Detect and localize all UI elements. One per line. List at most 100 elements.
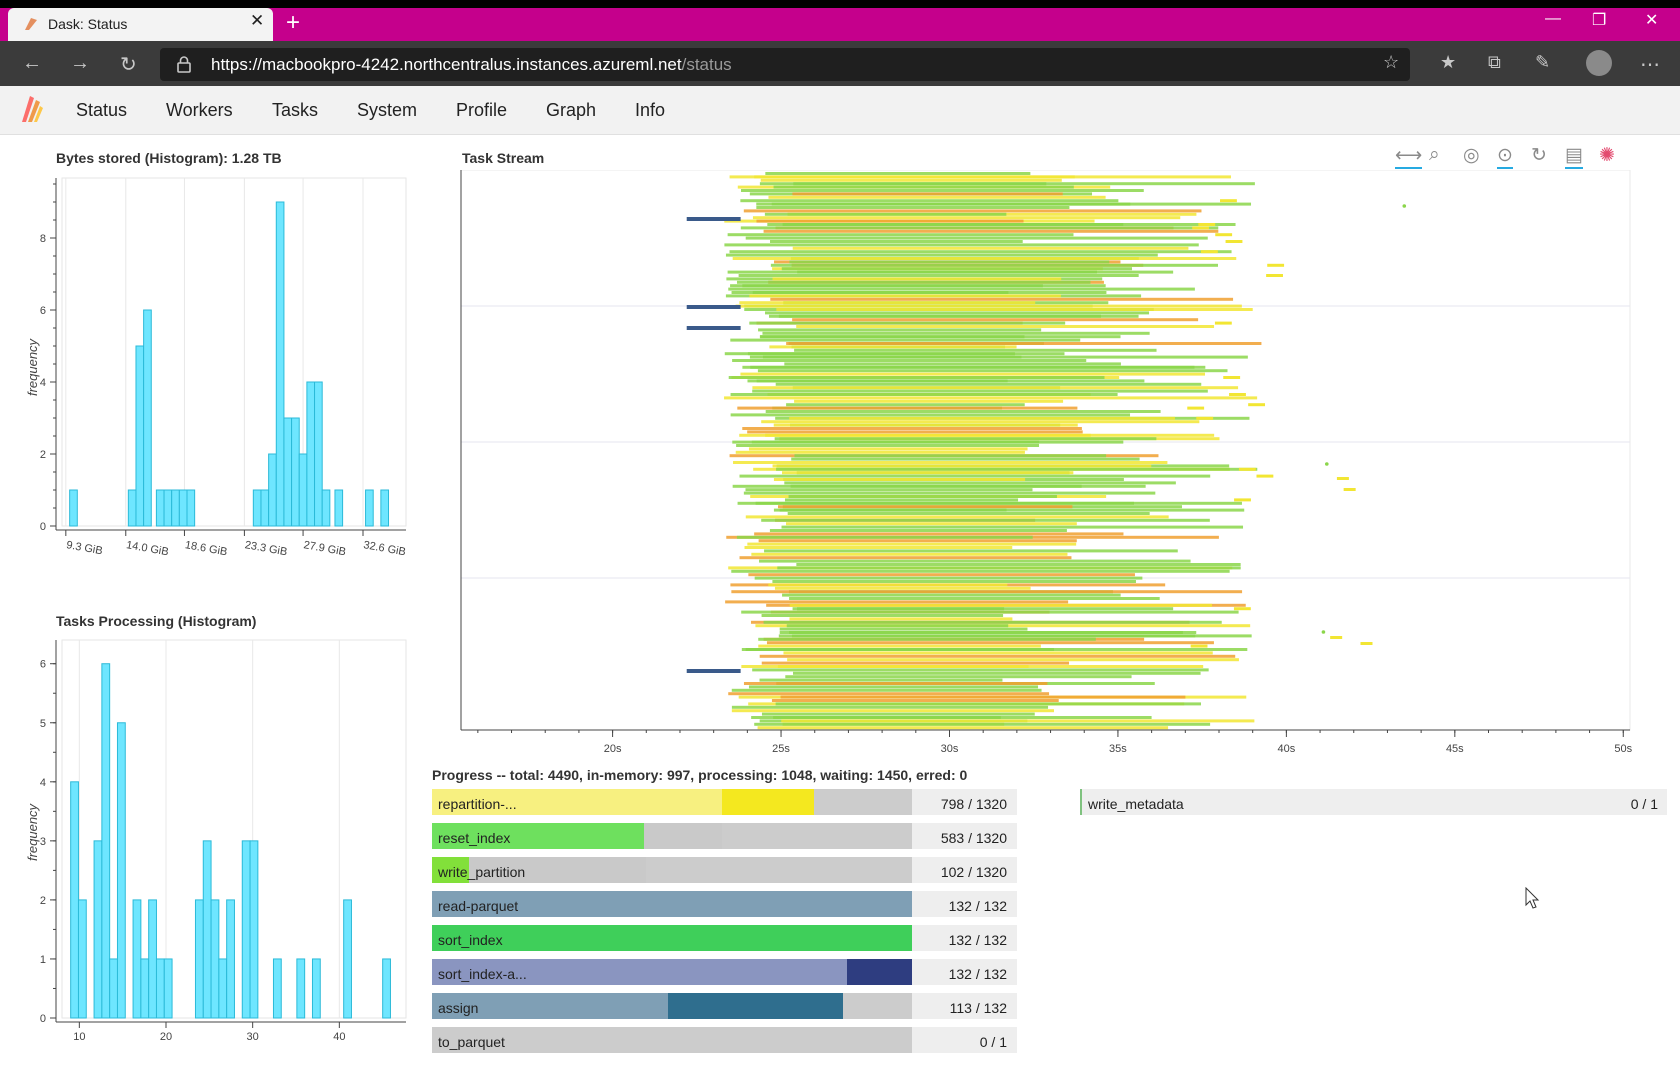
histogram-bar [241, 840, 251, 1019]
url-path: /status [681, 55, 732, 74]
task-bar [1267, 263, 1285, 267]
forward-icon[interactable]: → [70, 52, 90, 74]
task-bar [782, 223, 1236, 226]
url-field[interactable] [160, 48, 1410, 81]
progress-waiting-bar [721, 823, 912, 849]
task-bar [759, 335, 1121, 339]
task-bar [792, 192, 1063, 196]
nav-info[interactable]: Info [635, 100, 666, 120]
progress-count: 102 / 1320 [940, 864, 1007, 880]
browser-tab[interactable] [8, 8, 273, 41]
histogram-bar [163, 958, 173, 1019]
progress-row: write_partition 102 / 1320 [432, 857, 1017, 883]
histogram-bar [77, 899, 87, 1019]
task-bar [792, 318, 1199, 322]
close-window-button[interactable]: ✕ [1645, 12, 1659, 29]
histogram-bar [311, 958, 321, 1019]
task-bar [769, 529, 1067, 532]
task-bar [737, 501, 1134, 505]
progress-row: reset_index 583 / 1320 [432, 823, 1017, 849]
task-bar [791, 457, 1140, 461]
task-dot [1325, 462, 1329, 466]
lock-icon[interactable] [176, 55, 192, 73]
task-bar [1234, 498, 1251, 502]
task-bar [730, 413, 1131, 417]
nav-tasks[interactable]: Tasks [272, 100, 319, 120]
task-bar [789, 597, 1160, 600]
nav-system[interactable]: System [357, 100, 418, 120]
more-menu-icon[interactable]: ⋯ [1640, 54, 1660, 76]
y-tick-label: 0 [40, 521, 46, 533]
nav-graph[interactable]: Graph [546, 100, 597, 120]
dask-logo-icon[interactable] [16, 92, 46, 126]
nav-profile[interactable]: Profile [456, 100, 508, 120]
hover-icon[interactable]: ▤ [1565, 144, 1583, 169]
restore-button[interactable]: ❐ [1592, 12, 1607, 29]
progress-row: sort_index-a... 132 / 132 [432, 959, 1017, 985]
box-zoom-icon[interactable]: ⌕ [1429, 144, 1440, 165]
progress-processing-bar [668, 993, 843, 1019]
stream-x-tick-label: 20s [604, 743, 622, 755]
feedback-icon[interactable]: ✎ [1535, 52, 1551, 72]
stream-x-tick-label: 40s [1277, 743, 1295, 755]
stream-x-tick-label: 35s [1109, 743, 1127, 755]
pan-icon[interactable]: ⟷ [1395, 144, 1423, 169]
progress-summary: Progress -- total: 4490, in-memory: 997,… [432, 767, 968, 783]
progress-done-bar [432, 857, 470, 883]
task-bar [751, 552, 1068, 556]
progress-label: sort_index [438, 932, 503, 948]
task-bar [1225, 240, 1243, 243]
tasks-histogram-chart[interactable]: 0 1 2 3 4 5 6 10 20 30 40 [0, 632, 420, 1062]
task-bar [754, 722, 1211, 726]
y-tick-label: 1 [40, 954, 46, 966]
task-bar [1233, 607, 1251, 611]
task-bar [781, 267, 1132, 271]
task-bar [773, 478, 1026, 481]
task-bar [1266, 274, 1283, 277]
bokeh-logo-icon[interactable]: ✺ [1599, 145, 1615, 166]
back-icon[interactable]: ← [22, 52, 42, 74]
task-bar [765, 410, 1161, 413]
dask-favicon-icon [25, 18, 37, 30]
task-bar [787, 658, 1239, 662]
progress-done-bar [432, 789, 723, 815]
task-bar [1248, 403, 1266, 407]
tap-icon[interactable]: ⊙ [1497, 144, 1513, 169]
task-bar [766, 641, 1214, 645]
stream-x-tick-label: 45s [1446, 743, 1464, 755]
stream-x-tick-label: 50s [1614, 743, 1632, 755]
progress-label: write_partition [438, 864, 526, 880]
histogram-bar [155, 489, 165, 527]
nav-workers[interactable]: Workers [166, 100, 233, 120]
histogram-bar [252, 489, 262, 527]
task-bar [763, 229, 1219, 233]
task-bar [777, 566, 1241, 570]
histogram-bar [178, 489, 188, 527]
favorite-star-icon[interactable]: ☆ [1383, 52, 1400, 72]
tab-bar [0, 8, 1680, 41]
x-tick-label: 27.9 GiB [303, 539, 347, 558]
refresh-icon[interactable]: ↻ [120, 54, 137, 76]
collections-icon[interactable]: ⧉ [1488, 52, 1501, 72]
new-tab-button[interactable]: + [286, 9, 301, 36]
task-bar [1192, 226, 1210, 230]
task-stream-chart[interactable]: 20s 25s 30s 35s 40s 45s 50s [455, 170, 1645, 760]
task-bar [743, 682, 1048, 685]
task-bar [789, 617, 1013, 621]
tab-close-icon[interactable]: ✕ [250, 11, 265, 30]
task-bar [778, 634, 1196, 638]
bytes-histogram-chart[interactable]: 0 2 4 6 8 9.3 GiB 14.0 GiB 18.6 GiB 23.3 GiB 27.9… [0, 170, 420, 610]
reset-icon[interactable]: ↻ [1531, 145, 1547, 166]
task-bar [740, 199, 1119, 203]
url-text[interactable]: https://macbookpro-4242.northcentralus.i… [211, 55, 732, 75]
nav-status[interactable]: Status [76, 100, 128, 120]
wheel-zoom-icon[interactable]: ◎ [1463, 145, 1480, 166]
task-bar [786, 342, 1262, 345]
profile-avatar[interactable] [1586, 50, 1612, 76]
task-dot [1402, 204, 1407, 208]
task-bar [740, 226, 1219, 230]
histogram-bar [163, 489, 173, 527]
minimize-button[interactable]: — [1545, 10, 1561, 27]
task-bar [751, 716, 1152, 719]
favorites-icon[interactable]: ★ [1440, 52, 1457, 72]
